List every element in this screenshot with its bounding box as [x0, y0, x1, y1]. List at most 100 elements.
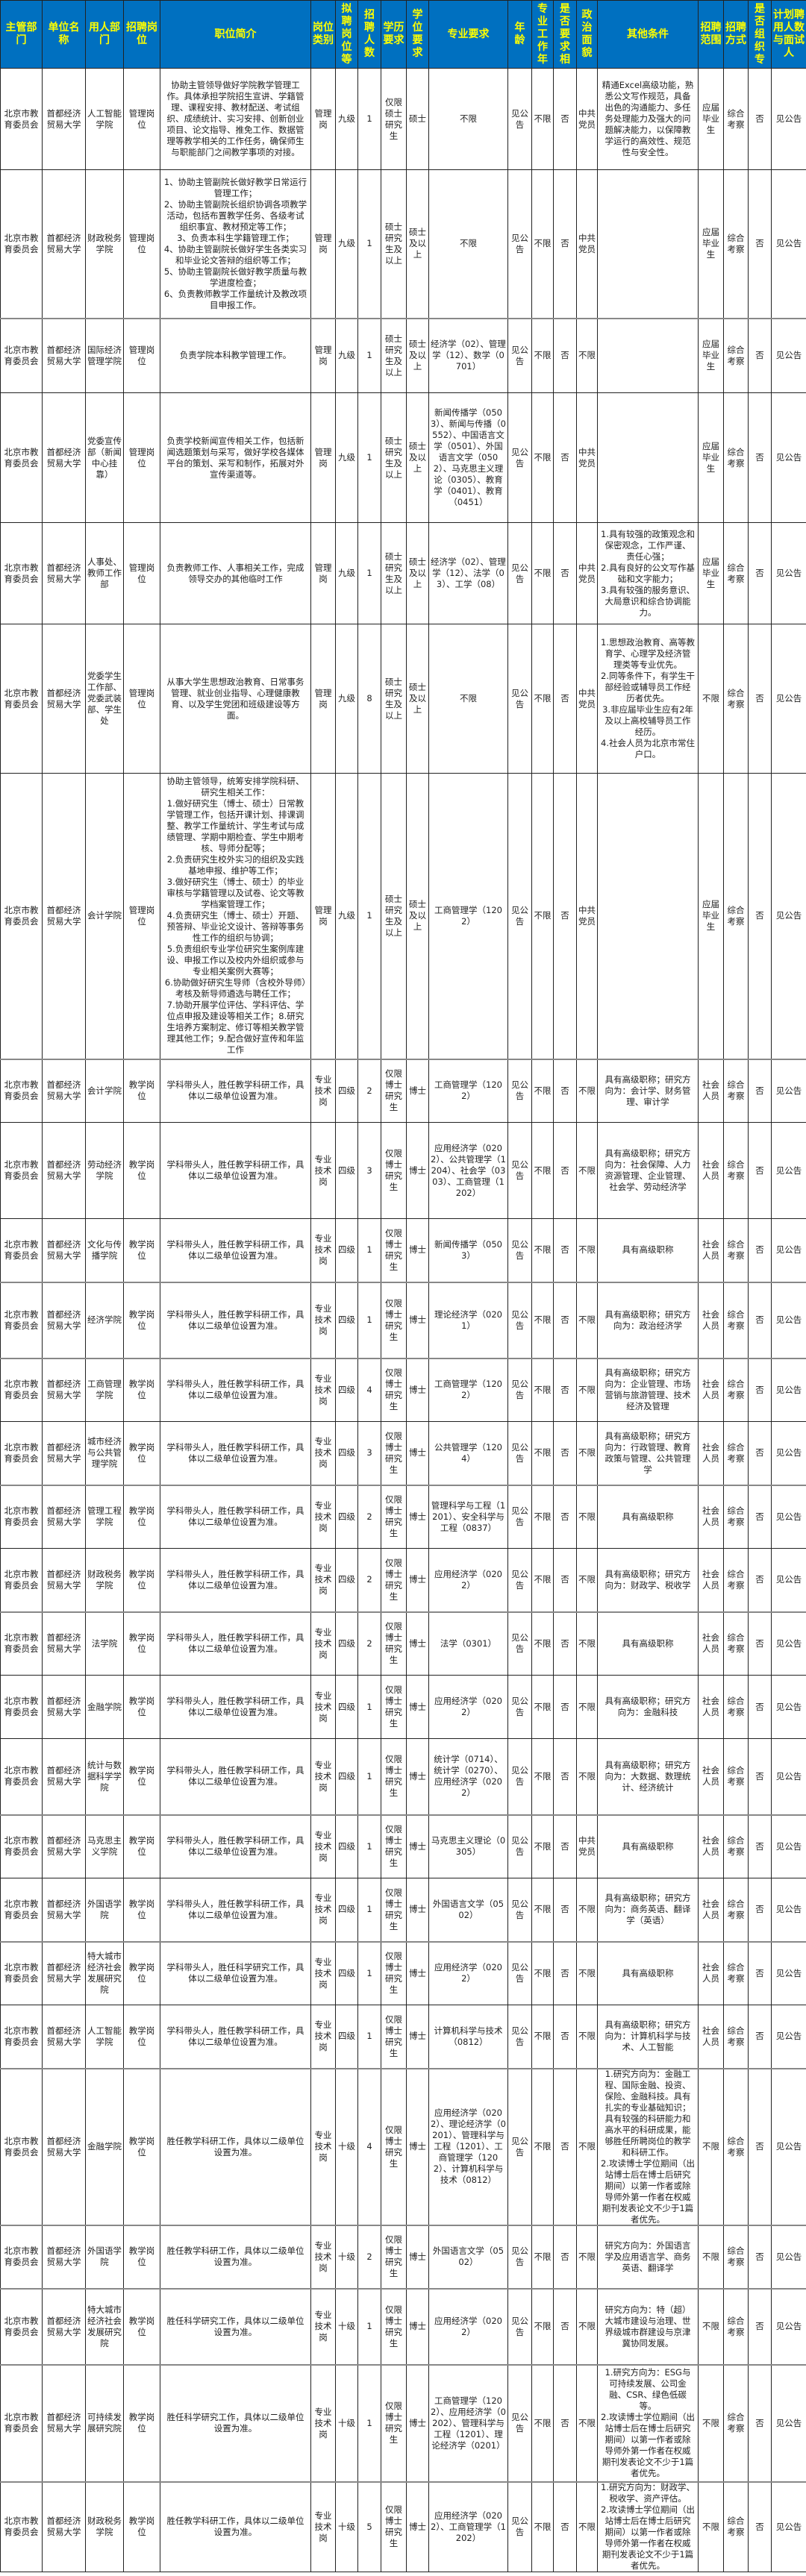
- exam-text: 否: [755, 568, 764, 578]
- cell-level: 九级: [335, 522, 358, 624]
- header-other: 其他条件: [597, 0, 699, 69]
- other-text: 精通Excel高级功能，熟悉公文写作规范，具备出色的沟通能力、多任务处理能力及强…: [602, 80, 694, 157]
- cell-plan: 见公告: [771, 2287, 806, 2365]
- cell-post: 管理岗位: [123, 169, 160, 319]
- unit-text: 首都经济贸易大学: [46, 1505, 81, 1528]
- count-text: 1: [366, 1314, 372, 1325]
- cell-age: 见公告: [507, 1675, 532, 1739]
- cell-political: 不限: [576, 1611, 598, 1676]
- cell-category: 专业技术岗: [310, 2067, 336, 2225]
- cell-other: 具有高级职称；研究方向为：社会保障、人力资源管理、企业管理、社会学、劳动经济学: [597, 1122, 699, 1219]
- cell-exam: 否: [748, 1218, 772, 1282]
- category-text: 管理岗: [314, 904, 332, 927]
- age-text: 见公告: [511, 1505, 528, 1528]
- dept-text: 北京市教育委员会: [4, 1765, 39, 1787]
- cell-category: 专业技术岗: [310, 1484, 336, 1549]
- age-text: 见公告: [511, 1898, 528, 1920]
- cell-level: 九级: [335, 68, 358, 170]
- level-text: 九级: [338, 452, 355, 463]
- cell-political: 不限: [576, 1122, 598, 1219]
- cell-age: 见公告: [507, 68, 532, 170]
- scope-text: 应届毕业生: [702, 339, 719, 372]
- cell-related: 否: [553, 1484, 577, 1549]
- post-text: 教学岗位: [128, 1309, 155, 1331]
- level-text: 四级: [338, 1314, 355, 1325]
- cell-desc: 学科带头人，胜任教学科研工作，具体以二级单位设置为准。: [160, 1281, 311, 1358]
- cell-education: 仅限博士研究生: [381, 2363, 407, 2482]
- dept-text: 北京市教育委员会: [4, 1505, 39, 1528]
- cell-experience: 不限: [531, 2287, 554, 2365]
- cell-post: 教学岗位: [123, 1548, 160, 1612]
- political-text: 不限: [578, 2521, 596, 2532]
- category-text: 管理岗: [314, 232, 332, 254]
- header-label: 用人部门: [89, 22, 120, 46]
- cell-experience: 不限: [531, 1675, 554, 1739]
- cell-major: 工商管理学（1202）: [428, 773, 508, 1059]
- cell-education: 仅限博士研究生: [381, 2224, 407, 2289]
- exam-text: 否: [755, 2251, 764, 2262]
- level-text: 四级: [338, 2031, 355, 2042]
- post-text: 教学岗位: [128, 2246, 155, 2267]
- major-text: 经济学（02）、管理学（12）、数学（0701）: [431, 339, 506, 372]
- method-text: 综合考察: [727, 1309, 745, 1331]
- method-text: 综合考察: [727, 446, 745, 468]
- dept-text: 北京市教育委员会: [4, 1309, 39, 1331]
- cell-desc: 学科带头人，胜任教学科研工作，具体以二级单位设置为准。: [160, 1058, 311, 1123]
- table-row: 北京市教育委员会 首都经济贸易大学 国际经济管理学院 管理岗位 负责学院本科教学管理工作…: [0, 317, 806, 393]
- scope-text: 社会人员: [702, 1159, 719, 1181]
- exam-text: 否: [755, 1638, 764, 1649]
- cell-level: 四级: [335, 1484, 358, 1549]
- cell-political: 不限: [576, 317, 598, 393]
- experience-text: 不限: [534, 1770, 552, 1781]
- header-desc: 职位简介: [160, 0, 311, 69]
- cell-post: 教学岗位: [123, 2067, 160, 2225]
- header-experience: 专业工作年: [531, 0, 554, 69]
- other-text: 研究方向为：特（超）大城市建设与治理、世界级城市群建设与京津冀协同发展。: [604, 2304, 691, 2348]
- cell-degree: 博士: [406, 1484, 429, 1549]
- age-text: 见公告: [511, 687, 528, 709]
- cell-plan: 见公告: [771, 773, 806, 1059]
- age-text: 见公告: [511, 1835, 528, 1858]
- cell-org: 金融学院: [85, 1675, 124, 1739]
- desc-text: 胜任教学科研工作，具体以二级单位设置为准。: [166, 2135, 304, 2157]
- cell-education: 仅限硕士研究生: [381, 68, 407, 170]
- method-text: 综合考察: [727, 1835, 745, 1858]
- cell-age: 见公告: [507, 624, 532, 774]
- dept-text: 北京市教育委员会: [4, 1079, 39, 1102]
- cell-count: 1: [357, 1878, 381, 1942]
- scope-text: 不限: [702, 2417, 719, 2428]
- org-text: 金融学院: [87, 2141, 122, 2152]
- related-text: 否: [560, 1314, 569, 1325]
- cell-dept: 北京市教育委员会: [0, 1058, 43, 1123]
- plan-text: 见公告: [775, 1967, 802, 1978]
- desc-text: 1、协助主管副院长做好教学日常运行管理工作； 2、协助主管副院长组织协调各项教学…: [163, 176, 307, 310]
- cell-education: 仅限博士研究生: [381, 1548, 407, 1612]
- cell-related: 否: [553, 68, 577, 170]
- dept-text: 北京市教育委员会: [4, 1441, 39, 1464]
- cell-political: 不限: [576, 1218, 598, 1282]
- cell-other: 具有高级职称: [597, 1218, 699, 1282]
- cell-experience: 不限: [531, 1738, 554, 1815]
- scope-text: 社会人员: [702, 2025, 719, 2047]
- unit-text: 首都经济贸易大学: [46, 1898, 81, 1920]
- political-text: 中共党员: [578, 687, 596, 709]
- cell-education: 硕士研究生及以上: [381, 317, 407, 393]
- cell-other: 具有高级职称: [597, 1611, 699, 1676]
- degree-text: 博士: [409, 1701, 426, 1712]
- org-text: 国际经济管理学院: [87, 344, 122, 366]
- cell-dept: 北京市教育委员会: [0, 522, 43, 624]
- cell-dept: 北京市教育委员会: [0, 1281, 43, 1358]
- cell-age: 见公告: [507, 1814, 532, 1878]
- cell-experience: 不限: [531, 169, 554, 319]
- desc-text: 学科带头人，胜任科学研究工作，具体以二级单位设置为准。: [166, 1962, 304, 1984]
- post-text: 教学岗位: [128, 1962, 155, 1984]
- plan-text: 见公告: [775, 2321, 802, 2331]
- cell-major: 不限: [428, 624, 508, 774]
- table-row: 北京市教育委员会 首都经济贸易大学 可持续发展研究院 教学岗位 胜任科学研究工作，具体以…: [0, 2363, 806, 2482]
- degree-text: 博士: [409, 1314, 426, 1325]
- cell-political: 中共党员: [576, 522, 598, 624]
- scope-text: 社会人员: [702, 1441, 719, 1464]
- cell-count: 3: [357, 1421, 381, 1485]
- cell-political: 不限: [576, 2363, 598, 2482]
- experience-text: 不限: [534, 452, 552, 463]
